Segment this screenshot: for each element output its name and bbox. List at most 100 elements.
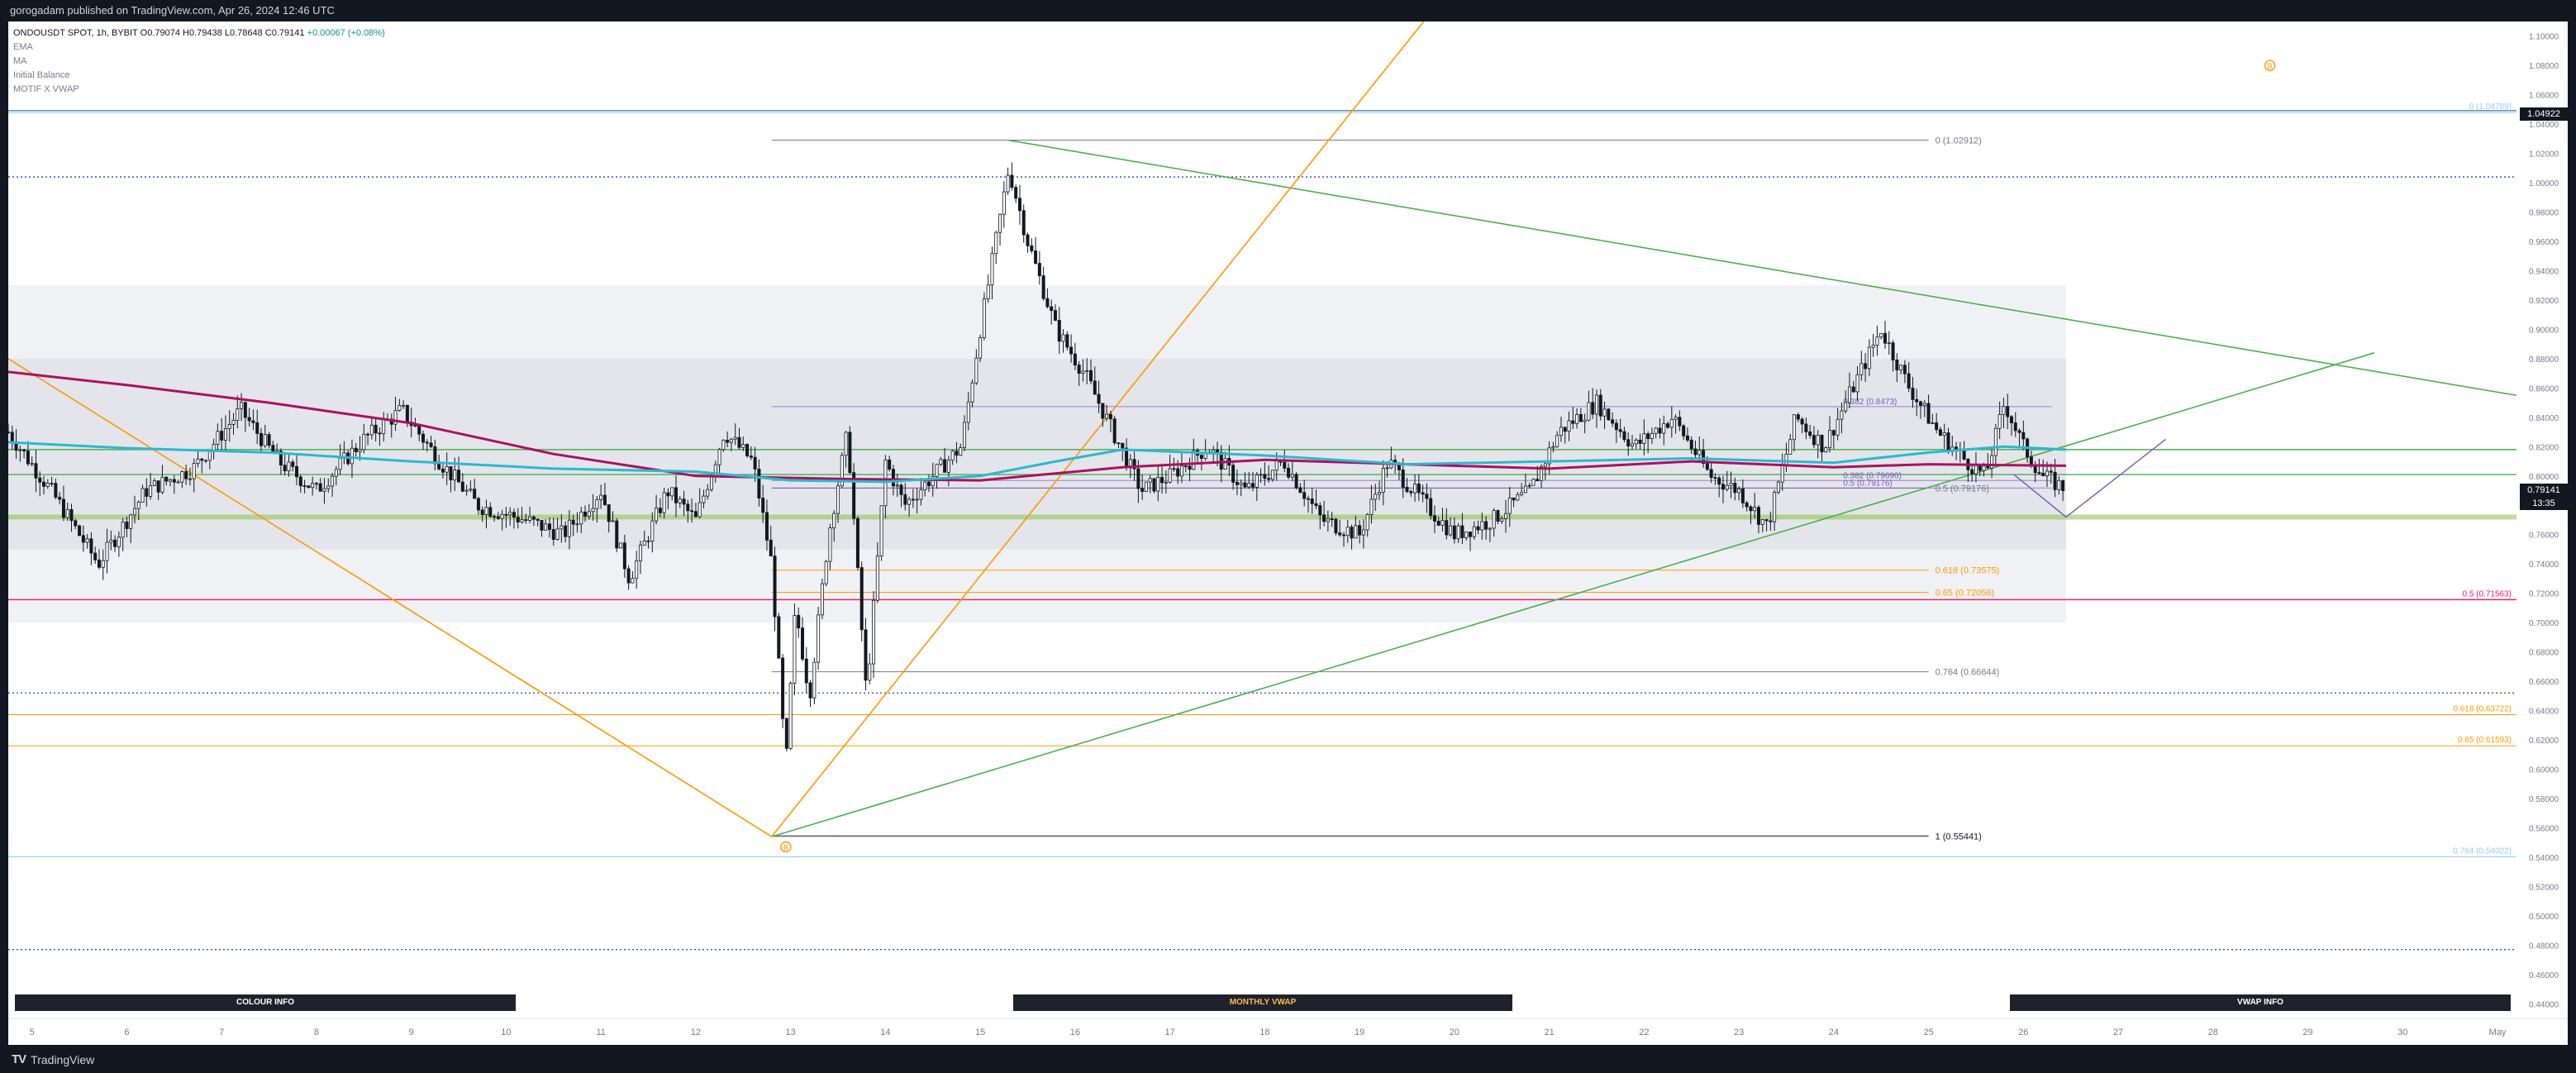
candle-body xyxy=(1540,465,1544,482)
candle-body xyxy=(1812,435,1816,446)
candle-body xyxy=(1571,420,1575,424)
marker-label-1: B xyxy=(2268,62,2273,70)
indicator-ma[interactable]: MA xyxy=(13,56,27,66)
candle-body xyxy=(1820,434,1824,453)
candle-body xyxy=(1816,434,1820,446)
candle-body xyxy=(8,432,11,433)
candle-body xyxy=(1602,408,1607,417)
candle-body xyxy=(243,402,247,418)
y-tick-31: 0.48000 xyxy=(2529,942,2559,951)
candle-body xyxy=(1492,510,1496,529)
candle-body xyxy=(710,475,714,490)
candle-body xyxy=(1140,488,1145,492)
candle-body xyxy=(1274,460,1278,471)
candle-body xyxy=(631,578,635,584)
candle-body xyxy=(496,516,500,519)
candle-body xyxy=(1836,418,1840,436)
x-tick-23: 28 xyxy=(2208,1028,2218,1037)
candle-body xyxy=(1919,401,1923,406)
candle-body xyxy=(34,463,38,479)
candle-body xyxy=(78,525,82,536)
chart-canvas[interactable]: 0 (1.02912) 0.5 (0.79176) 0.618 (0.73575) 0… xyxy=(8,21,2568,1045)
candle-body xyxy=(1263,474,1267,479)
candle-body xyxy=(1034,250,1038,264)
candle-body xyxy=(635,560,639,579)
candle-body xyxy=(85,538,89,543)
candle-body xyxy=(1618,429,1622,432)
candle-body xyxy=(74,520,78,527)
x-tick-26: May xyxy=(2489,1028,2507,1037)
candle-body xyxy=(619,542,623,549)
colour-info-box: COLOUR INFO xyxy=(15,994,516,1011)
candle-body xyxy=(1484,521,1488,530)
candle-body xyxy=(852,472,856,519)
candle-body xyxy=(93,552,98,560)
candle-body xyxy=(1239,482,1243,485)
y-tick-28: 0.54000 xyxy=(2529,854,2559,863)
candle-body xyxy=(1793,414,1797,441)
candle-body xyxy=(966,401,970,423)
candle-body xyxy=(263,434,267,446)
candle-body xyxy=(919,489,923,500)
candle-body xyxy=(1674,417,1678,420)
candle-body xyxy=(1591,402,1595,415)
candle-body xyxy=(832,513,836,528)
candle-body xyxy=(622,542,626,570)
indicator-ema[interactable]: EMA xyxy=(13,42,33,52)
x-tick-1: 6 xyxy=(124,1028,129,1037)
candle-body xyxy=(682,498,686,505)
candle-body xyxy=(97,559,101,568)
candle-body xyxy=(1733,483,1737,494)
candle-body xyxy=(1756,507,1760,525)
candle-body xyxy=(129,514,133,529)
candle-body xyxy=(1421,492,1425,495)
candle-body xyxy=(358,449,362,452)
candle-body xyxy=(488,507,493,517)
candle-body xyxy=(1006,174,1010,193)
candle-body xyxy=(291,461,295,467)
candle-body xyxy=(449,466,453,481)
indicator-initial-balance[interactable]: Initial Balance xyxy=(13,70,70,80)
candle-body xyxy=(322,488,326,492)
candle-body xyxy=(1654,427,1658,434)
candle-body xyxy=(1773,492,1777,522)
candle-body xyxy=(1997,414,2002,429)
candle-body xyxy=(1780,465,1784,483)
candle-body xyxy=(1101,403,1105,419)
candle-body xyxy=(824,560,828,584)
candle-body xyxy=(907,498,912,505)
candle-body xyxy=(255,422,260,434)
candle-body xyxy=(287,461,291,472)
candle-body xyxy=(1121,442,1125,449)
candle-body xyxy=(1942,432,1946,436)
chart-frame[interactable]: 0 (1.02912) 0.5 (0.79176) 0.618 (0.73575) 0… xyxy=(8,21,2568,1045)
candle-body xyxy=(1152,478,1156,492)
candle-body xyxy=(855,517,859,568)
candle-body xyxy=(121,521,125,538)
candle-body xyxy=(298,476,302,486)
candle-body xyxy=(670,487,674,497)
candle-body xyxy=(1251,483,1255,488)
candle-body xyxy=(362,433,366,451)
candle-body xyxy=(1753,507,1757,512)
candle-body xyxy=(1764,519,1769,522)
candle-body xyxy=(1172,468,1176,470)
tv-brand: TradingView xyxy=(31,1052,95,1066)
candle-body xyxy=(1563,427,1567,432)
candle-body xyxy=(196,458,200,465)
candle-body xyxy=(109,539,113,543)
candle-body xyxy=(741,444,745,448)
candle-body xyxy=(1887,342,1891,345)
candle-body xyxy=(2041,472,2045,477)
candle-body xyxy=(2049,470,2053,473)
indicator-motif-vwap[interactable]: MOTIF X VWAP xyxy=(13,84,79,94)
candle-body xyxy=(662,492,666,513)
candle-body xyxy=(1955,446,1959,450)
candle-body xyxy=(587,511,591,517)
candle-body xyxy=(1112,418,1117,444)
price-axis-bg xyxy=(2519,21,2568,1045)
candle-body xyxy=(421,433,426,443)
tradingview-logo[interactable]: TV TradingView xyxy=(12,1052,94,1066)
candle-body xyxy=(868,663,872,681)
candle-body xyxy=(1551,446,1555,449)
